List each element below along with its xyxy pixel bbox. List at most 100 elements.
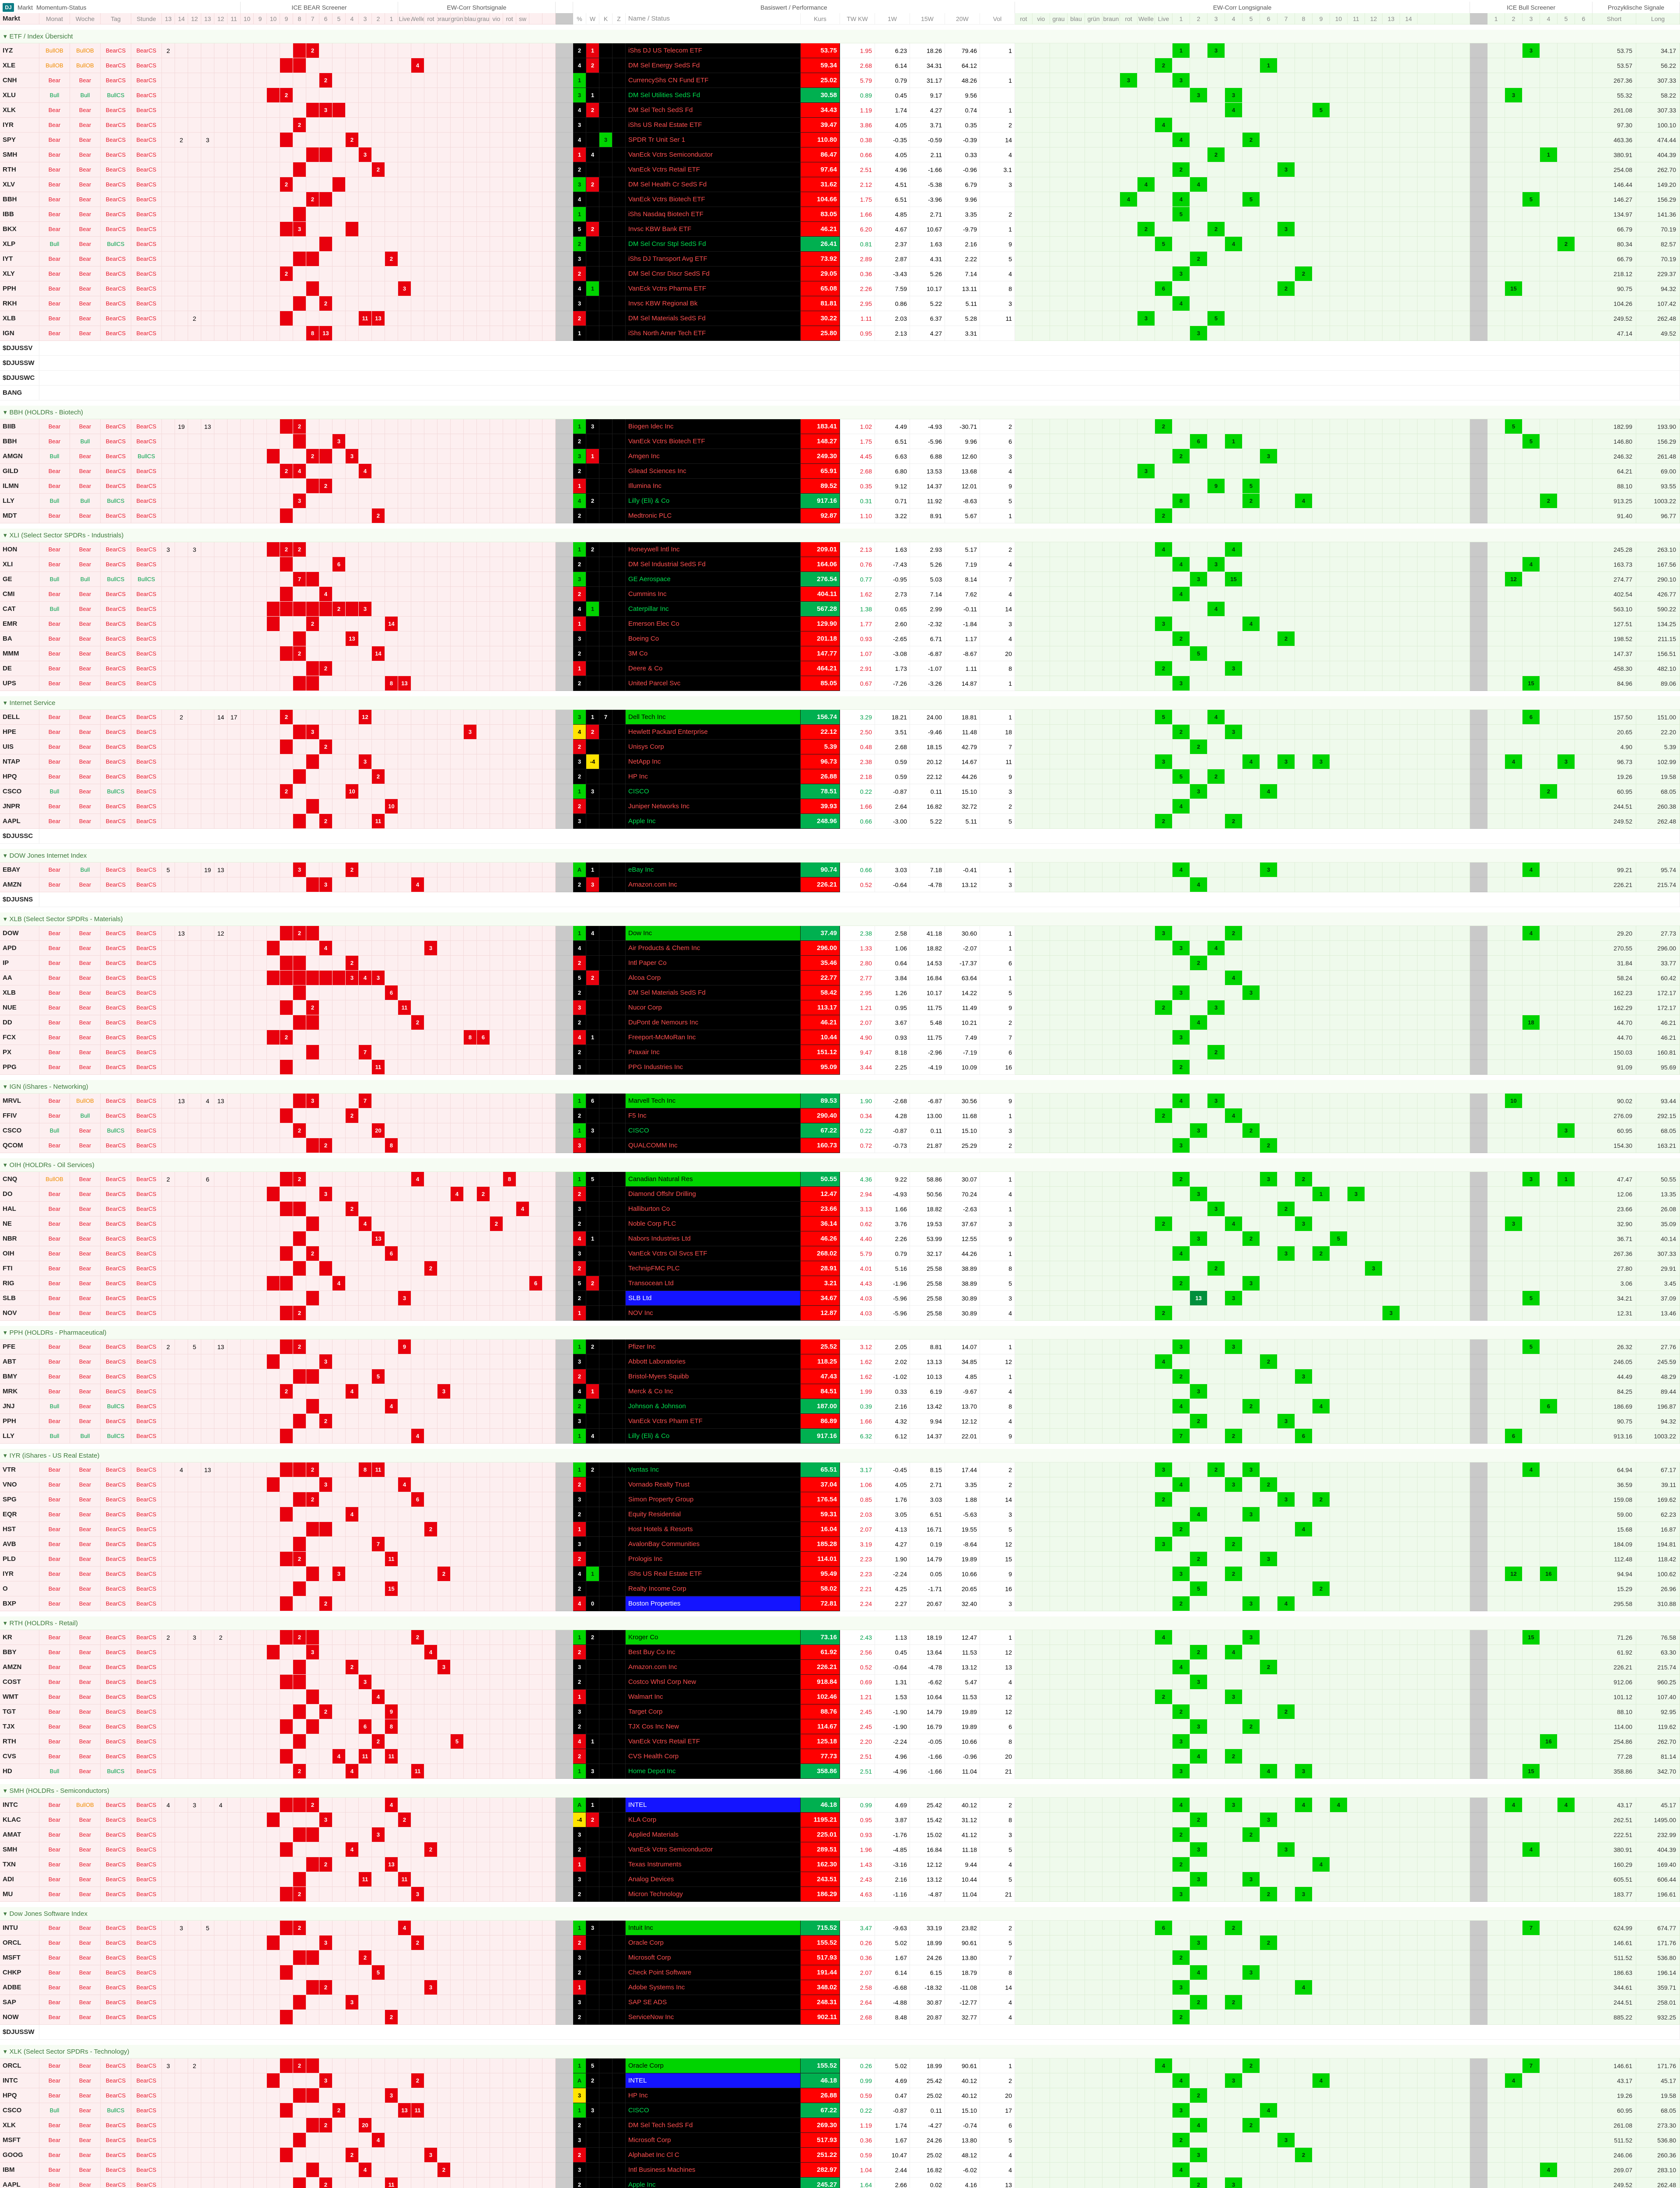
long-matrix-cell[interactable] (1068, 602, 1085, 617)
short-matrix-cell[interactable] (398, 557, 411, 572)
long-matrix-cell[interactable] (1190, 1030, 1208, 1045)
short-matrix-cell[interactable] (490, 88, 503, 103)
long-matrix-cell[interactable] (1278, 207, 1295, 222)
short-matrix-cell[interactable]: 3 (346, 971, 359, 985)
short-matrix-cell[interactable] (438, 147, 451, 162)
long-matrix-cell[interactable] (1138, 508, 1155, 523)
status-cell[interactable]: BearCS (131, 985, 162, 1000)
long-matrix-cell[interactable] (1242, 58, 1260, 73)
short-matrix-cell[interactable] (477, 985, 490, 1000)
bull-signal-cell[interactable] (1522, 118, 1540, 133)
count-cell[interactable] (188, 784, 201, 799)
long-matrix-cell[interactable] (1348, 508, 1365, 523)
short-matrix-cell[interactable] (490, 252, 503, 266)
short-matrix-cell[interactable] (438, 252, 451, 266)
kz-cell[interactable] (612, 814, 626, 829)
short-matrix-cell[interactable] (411, 326, 424, 341)
count-cell[interactable] (214, 133, 228, 147)
short-matrix-cell[interactable] (411, 494, 424, 508)
long-matrix-cell[interactable] (1155, 326, 1172, 341)
bull-signal-cell[interactable]: 2 (1540, 784, 1558, 799)
short-matrix-cell[interactable] (516, 602, 529, 617)
long-matrix-cell[interactable] (1418, 602, 1435, 617)
short-matrix-cell[interactable] (293, 956, 306, 971)
long-matrix-cell[interactable] (1435, 1045, 1452, 1060)
long-matrix-cell[interactable] (1418, 1094, 1435, 1108)
status-cell[interactable]: BearCS (101, 799, 131, 814)
long-matrix-cell[interactable] (1260, 1060, 1278, 1075)
short-matrix-cell[interactable] (411, 162, 424, 177)
short-matrix-cell[interactable] (398, 1108, 411, 1123)
count-cell[interactable] (228, 266, 241, 281)
status-cell[interactable]: BearCS (131, 941, 162, 956)
count-cell[interactable] (188, 754, 201, 769)
short-matrix-cell[interactable] (398, 710, 411, 725)
short-matrix-cell[interactable] (306, 464, 319, 479)
short-matrix-cell[interactable] (490, 646, 503, 661)
status-cell[interactable]: BearCS (101, 43, 131, 58)
long-matrix-cell[interactable] (1400, 103, 1418, 118)
short-matrix-cell[interactable] (359, 494, 372, 508)
prozyklisch-cell[interactable]: 93.55 (1636, 479, 1680, 494)
long-matrix-cell[interactable] (1435, 479, 1452, 494)
long-matrix-cell[interactable] (1050, 784, 1068, 799)
prozyklisch-cell[interactable]: 46.21 (1636, 1030, 1680, 1045)
table-row[interactable]: DOW Bear Bear BearCS BearCS 13 12 2 1 4 Dow Inc 37.… (0, 926, 1680, 941)
short-matrix-cell[interactable] (477, 434, 490, 449)
count-cell[interactable] (214, 296, 228, 311)
short-matrix-cell[interactable] (516, 296, 529, 311)
long-matrix-cell[interactable] (1032, 1030, 1050, 1045)
section-header[interactable]: ▾ ETF / Index Übersicht (0, 30, 1680, 43)
short-matrix-cell[interactable] (411, 956, 424, 971)
long-matrix-cell[interactable] (1435, 631, 1452, 646)
count-cell[interactable] (214, 725, 228, 740)
kz-cell[interactable] (599, 631, 612, 646)
short-matrix-cell[interactable] (464, 326, 477, 341)
long-matrix-cell[interactable]: 2 (1172, 631, 1190, 646)
long-matrix-cell[interactable] (1278, 1015, 1295, 1030)
count-cell[interactable]: 3 (188, 542, 201, 557)
long-matrix-cell[interactable] (1278, 296, 1295, 311)
long-matrix-cell[interactable] (1015, 646, 1032, 661)
long-matrix-cell[interactable] (1068, 88, 1085, 103)
long-matrix-cell[interactable] (1382, 754, 1400, 769)
long-matrix-cell[interactable] (1382, 281, 1400, 296)
long-matrix-cell[interactable] (1172, 814, 1190, 829)
long-matrix-cell[interactable] (1242, 222, 1260, 237)
short-matrix-cell[interactable] (359, 237, 372, 252)
short-matrix-cell[interactable] (398, 133, 411, 147)
table-row[interactable]: $DJUSWC (0, 371, 1680, 386)
kz-cell[interactable] (599, 1108, 612, 1123)
count-cell[interactable] (175, 1015, 188, 1030)
count-cell[interactable] (188, 296, 201, 311)
short-matrix-cell[interactable] (477, 587, 490, 602)
long-matrix-cell[interactable] (1242, 147, 1260, 162)
bull-signal-cell[interactable]: 18 (1522, 1015, 1540, 1030)
short-matrix-cell[interactable] (280, 449, 293, 464)
short-matrix-cell[interactable] (503, 449, 516, 464)
short-matrix-cell[interactable] (332, 133, 346, 147)
status-cell[interactable]: Bear (39, 587, 70, 602)
long-matrix-cell[interactable] (1138, 710, 1155, 725)
long-matrix-cell[interactable] (1242, 162, 1260, 177)
short-matrix-cell[interactable] (398, 296, 411, 311)
short-matrix-cell[interactable] (516, 676, 529, 691)
short-matrix-cell[interactable] (332, 237, 346, 252)
long-matrix-cell[interactable] (1242, 177, 1260, 192)
bull-signal-cell[interactable] (1488, 434, 1505, 449)
short-matrix-cell[interactable] (359, 985, 372, 1000)
short-matrix-cell[interactable] (477, 725, 490, 740)
short-matrix-cell[interactable] (529, 863, 542, 877)
short-matrix-cell[interactable] (293, 479, 306, 494)
short-matrix-cell[interactable] (477, 252, 490, 266)
kz-cell[interactable] (599, 118, 612, 133)
short-matrix-cell[interactable] (477, 784, 490, 799)
short-matrix-cell[interactable] (424, 877, 438, 892)
long-matrix-cell[interactable] (1242, 646, 1260, 661)
prozyklisch-cell[interactable]: 44.70 (1592, 1030, 1636, 1045)
short-matrix-cell[interactable] (438, 192, 451, 207)
short-matrix-cell[interactable] (241, 281, 254, 296)
bull-signal-cell[interactable] (1540, 602, 1558, 617)
short-matrix-cell[interactable] (503, 617, 516, 631)
long-matrix-cell[interactable] (1225, 557, 1242, 572)
